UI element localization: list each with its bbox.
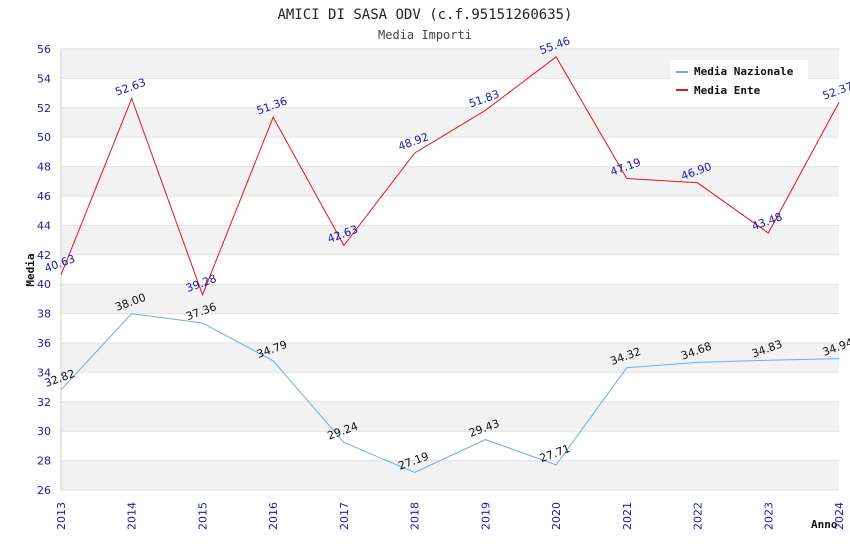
data-label-ente: 52.37 [821,80,850,103]
x-axis-title: Anno [811,518,838,531]
chart-subtitle: Media Importi [378,28,472,42]
data-label-ente: 52.63 [114,76,148,99]
legend-label-nazionale: Media Nazionale [694,65,794,78]
x-tick-label: 2017 [338,502,351,530]
y-tick-label: 30 [37,425,51,438]
y-tick-label: 40 [37,278,51,291]
x-tick-label: 2015 [196,502,209,530]
x-tick-label: 2020 [550,502,563,530]
y-tick-label: 42 [37,249,51,262]
y-tick-label: 52 [37,102,51,115]
y-tick-label: 26 [37,484,51,497]
x-tick-label: 2024 [833,502,846,530]
y-tick-label: 32 [37,396,51,409]
y-tick-label: 34 [37,366,51,379]
x-tick-label: 2013 [55,502,68,530]
y-tick-label: 54 [37,72,51,85]
x-tick-label: 2021 [621,502,634,530]
series-lines [60,56,840,474]
data-label-ente: 51.83 [467,88,501,111]
x-tick-label: 2023 [762,502,775,530]
legend-label-ente: Media Ente [694,84,761,97]
legend-box [670,60,808,102]
y-tick-label: 56 [37,43,51,56]
y-axis-title: Media [24,253,37,286]
y-tick-label: 50 [37,131,51,144]
grid-band [61,225,839,255]
y-tick-label: 44 [37,219,51,232]
x-tick-label: 2022 [692,502,705,530]
grid-band [61,343,839,373]
y-tick-label: 36 [37,337,51,350]
series-line-media-ente [60,56,840,297]
grid-band [61,401,839,432]
x-tick-label: 2018 [409,502,422,530]
grid-bands [61,49,839,490]
series-line-media-nazionale [60,313,840,474]
y-tick-label: 46 [37,190,51,203]
grid-band [61,284,839,314]
legend: Media Nazionale Media Ente [670,60,808,102]
y-tick-labels: 26 28 30 32 34 36 38 40 42 44 46 48 50 52 54 56 [37,43,51,497]
chart-title: AMICI DI SASA ODV (c.f.95151260635) [277,7,572,23]
grid-lines [61,48,839,491]
y-tick-label: 38 [37,308,51,321]
grid-band [61,460,839,490]
x-tick-label: 2014 [126,502,139,530]
x-tick-label: 2019 [479,502,492,530]
x-tick-label: 2016 [267,502,280,530]
x-tick-labels: 2013 2014 2015 2016 2017 2018 2019 2020 2021 2022… [55,502,846,530]
y-tick-label: 48 [37,161,51,174]
grid-band [61,107,839,138]
grid-band [61,166,839,196]
y-tick-label: 28 [37,455,51,468]
